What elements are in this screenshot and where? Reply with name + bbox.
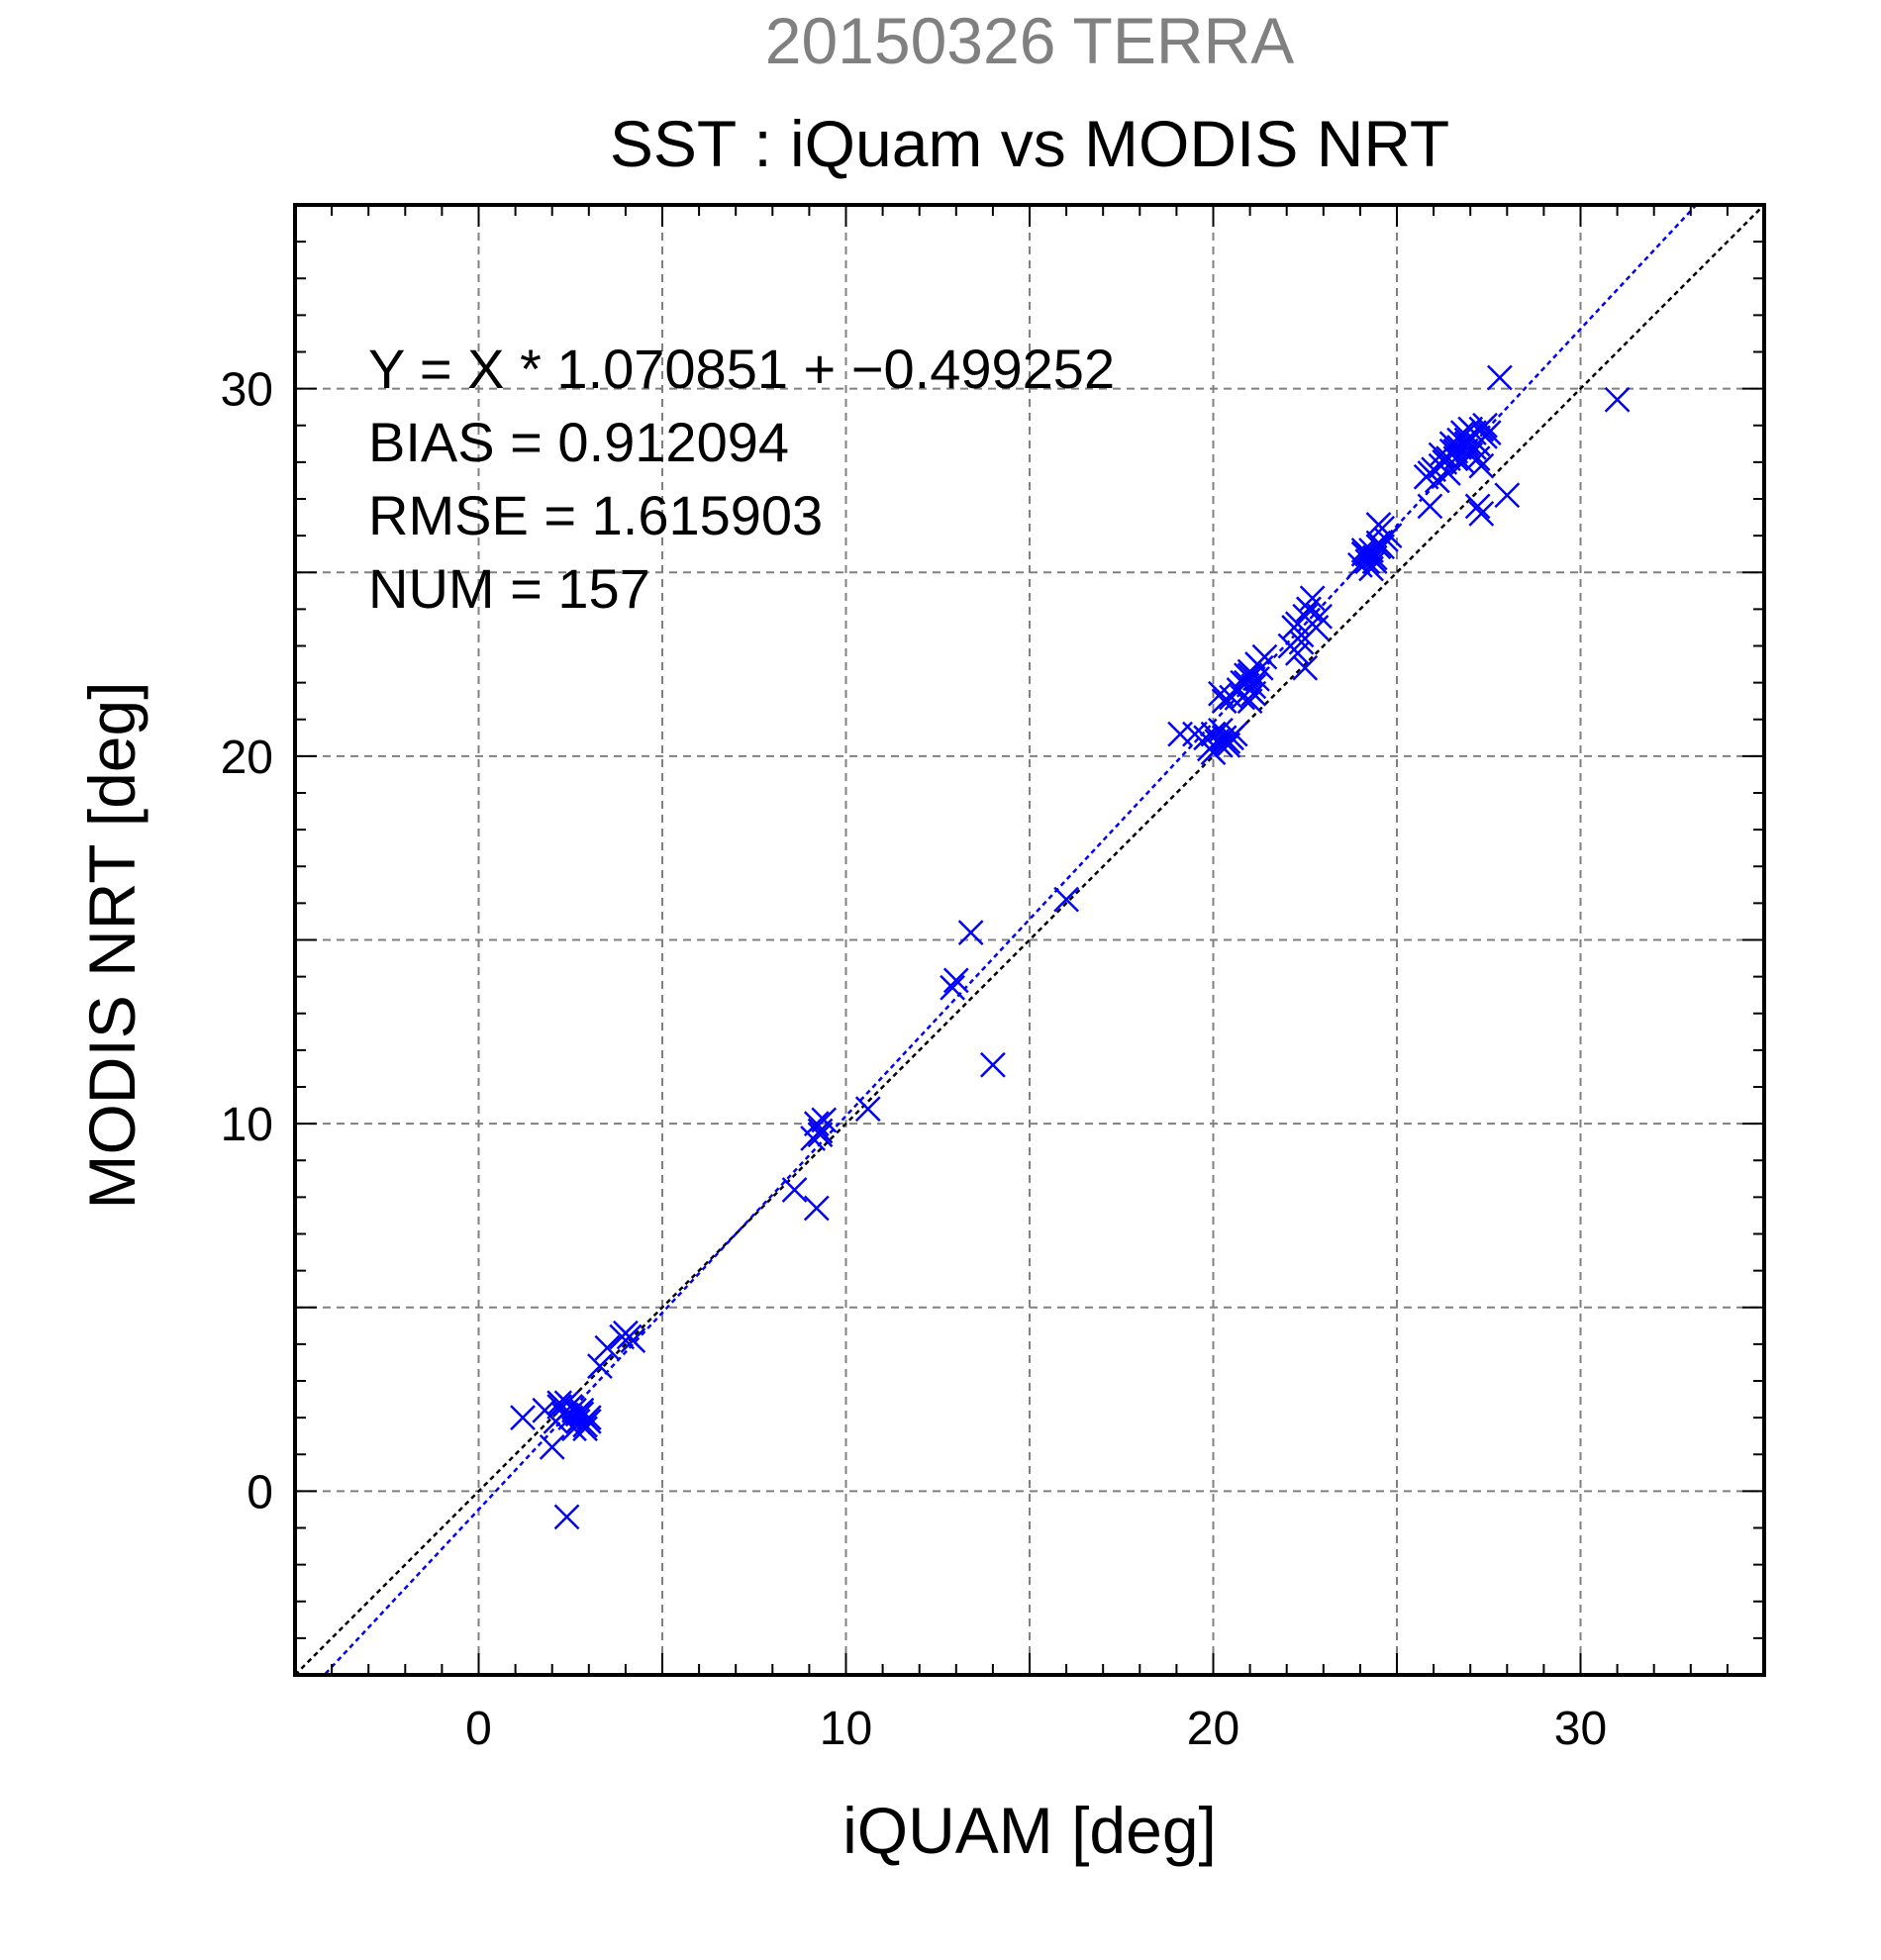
scatter-point (1475, 420, 1502, 446)
scatter-point (1365, 512, 1392, 538)
scatter-point (1468, 452, 1495, 479)
x-tick-label: 10 (820, 1703, 872, 1755)
axis-tick-labels: 0 10 20 30 0 10 20 30 (221, 364, 1608, 1755)
scatter-point (1230, 684, 1256, 711)
scatter-point (1604, 386, 1631, 413)
scatter-point (1464, 445, 1491, 472)
scatter-point (1200, 739, 1227, 766)
x-tick-label: 0 (465, 1703, 492, 1755)
scatter-point (1307, 603, 1333, 630)
scatter-point (781, 1177, 808, 1203)
scatter-point (1208, 718, 1234, 743)
y-tick-label: 20 (221, 732, 273, 784)
stat-line: NUM = 157 (368, 557, 650, 620)
scatter-point (546, 1390, 573, 1417)
scatter-point (940, 974, 965, 1001)
reference-lines (295, 205, 1764, 1675)
chart-title: SST : iQuam vs MODIS NRT (610, 107, 1449, 180)
y-tick-label: 10 (221, 1099, 273, 1151)
scatter-point (587, 1353, 613, 1380)
scatter-point (594, 1334, 621, 1361)
scatter-point (807, 1122, 834, 1148)
scatter-point (1494, 482, 1521, 509)
scatter-point (1292, 654, 1319, 681)
scatter-point (1417, 493, 1443, 520)
scatter-point (568, 1397, 595, 1423)
scatter-point (957, 920, 984, 945)
scatter-point (1167, 721, 1193, 747)
scatter-point (1486, 364, 1513, 391)
scatter-point (1215, 732, 1241, 758)
scatter-point (620, 1327, 646, 1354)
stat-line: Y = X * 1.070851 + −0.499252 (368, 338, 1115, 400)
scatter-point (1464, 493, 1491, 520)
scatter-point (980, 1051, 1006, 1078)
x-axis-label: iQUAM [deg] (842, 1794, 1217, 1867)
x-tick-label: 20 (1187, 1703, 1239, 1755)
scatter-point (1442, 438, 1469, 464)
stat-line: BIAS = 0.912094 (368, 411, 789, 473)
scatter-point (803, 1195, 830, 1222)
grid-lines (295, 205, 1764, 1675)
x-tick-label: 30 (1554, 1703, 1607, 1755)
scatter-point (1288, 629, 1315, 655)
scatter-point (561, 1416, 587, 1442)
y-tick-label: 30 (221, 364, 273, 417)
axis-ticks (294, 204, 1765, 1676)
y-tick-label: 0 (247, 1466, 273, 1519)
scatter-point (1226, 677, 1252, 703)
scatter-point (553, 1504, 580, 1530)
data-points (510, 364, 1631, 1530)
scatter-point (1453, 431, 1480, 457)
scatter-point (1296, 596, 1322, 623)
scatter-point (1222, 721, 1248, 747)
scatter-point (854, 1096, 881, 1123)
y-axis-label: MODIS NRT [deg] (75, 681, 148, 1209)
chart-suptitle: 20150326 TERRA (765, 4, 1294, 77)
scatter-point (575, 1408, 602, 1434)
scatter-point (539, 1433, 565, 1460)
scatter-point (1053, 886, 1079, 913)
identity-line (295, 205, 1764, 1675)
scatter-point (811, 1107, 838, 1133)
regression-line (322, 205, 1699, 1675)
scatter-point (510, 1405, 536, 1431)
scatter-point (1358, 555, 1384, 582)
scatter-point (1417, 460, 1443, 486)
scatter-point (1468, 500, 1495, 527)
scatter-point (1350, 538, 1377, 563)
scatter-point (1237, 658, 1263, 685)
stat-line: RMSE = 1.615903 (368, 484, 823, 546)
scatter-point (942, 967, 969, 994)
statistics-annotation: Y = X * 1.070851 + −0.499252 BIAS = 0.912… (368, 338, 1115, 620)
